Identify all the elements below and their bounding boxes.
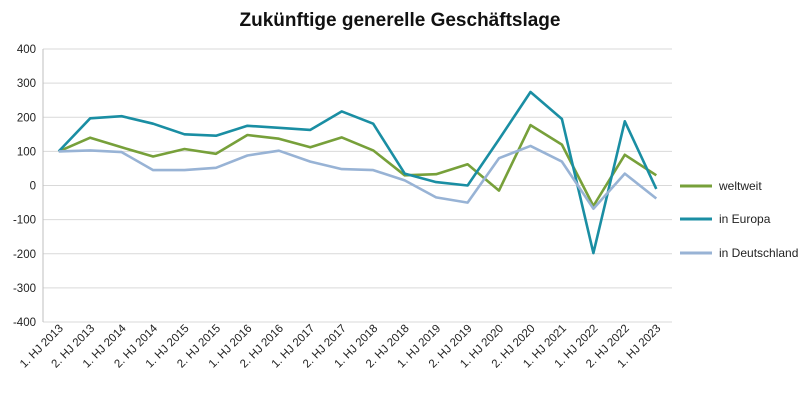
y-axis-tick-labels: 400 300 200 100 0 -100 -200 -300 -400 [13, 44, 36, 329]
legend: weltweit in Europa in Deutschland [680, 179, 798, 260]
gridlines [42, 48, 672, 323]
y-tick-label: 300 [17, 78, 36, 90]
legend-label: in Europa [719, 212, 771, 226]
y-tick-label: -300 [13, 283, 36, 295]
y-tick-label: -400 [13, 317, 36, 329]
series-line [57, 90, 658, 255]
series-line [58, 144, 658, 210]
y-tick-label: 400 [17, 44, 36, 56]
y-tick-label: 0 [30, 181, 36, 193]
legend-label: in Deutschland [719, 246, 798, 260]
legend-item: in Europa [680, 212, 771, 226]
y-tick-label: 200 [17, 112, 36, 124]
series-lines [57, 90, 658, 255]
series-line [58, 123, 658, 208]
legend-item: weltweit [680, 179, 762, 193]
legend-item: in Deutschland [680, 246, 798, 260]
chart-title: Zukünftige generelle Geschäftslage [240, 10, 561, 31]
y-tick-label: -200 [13, 249, 36, 261]
legend-label: weltweit [718, 179, 762, 193]
y-tick-label: -100 [13, 215, 36, 227]
y-tick-label: 100 [17, 146, 36, 158]
